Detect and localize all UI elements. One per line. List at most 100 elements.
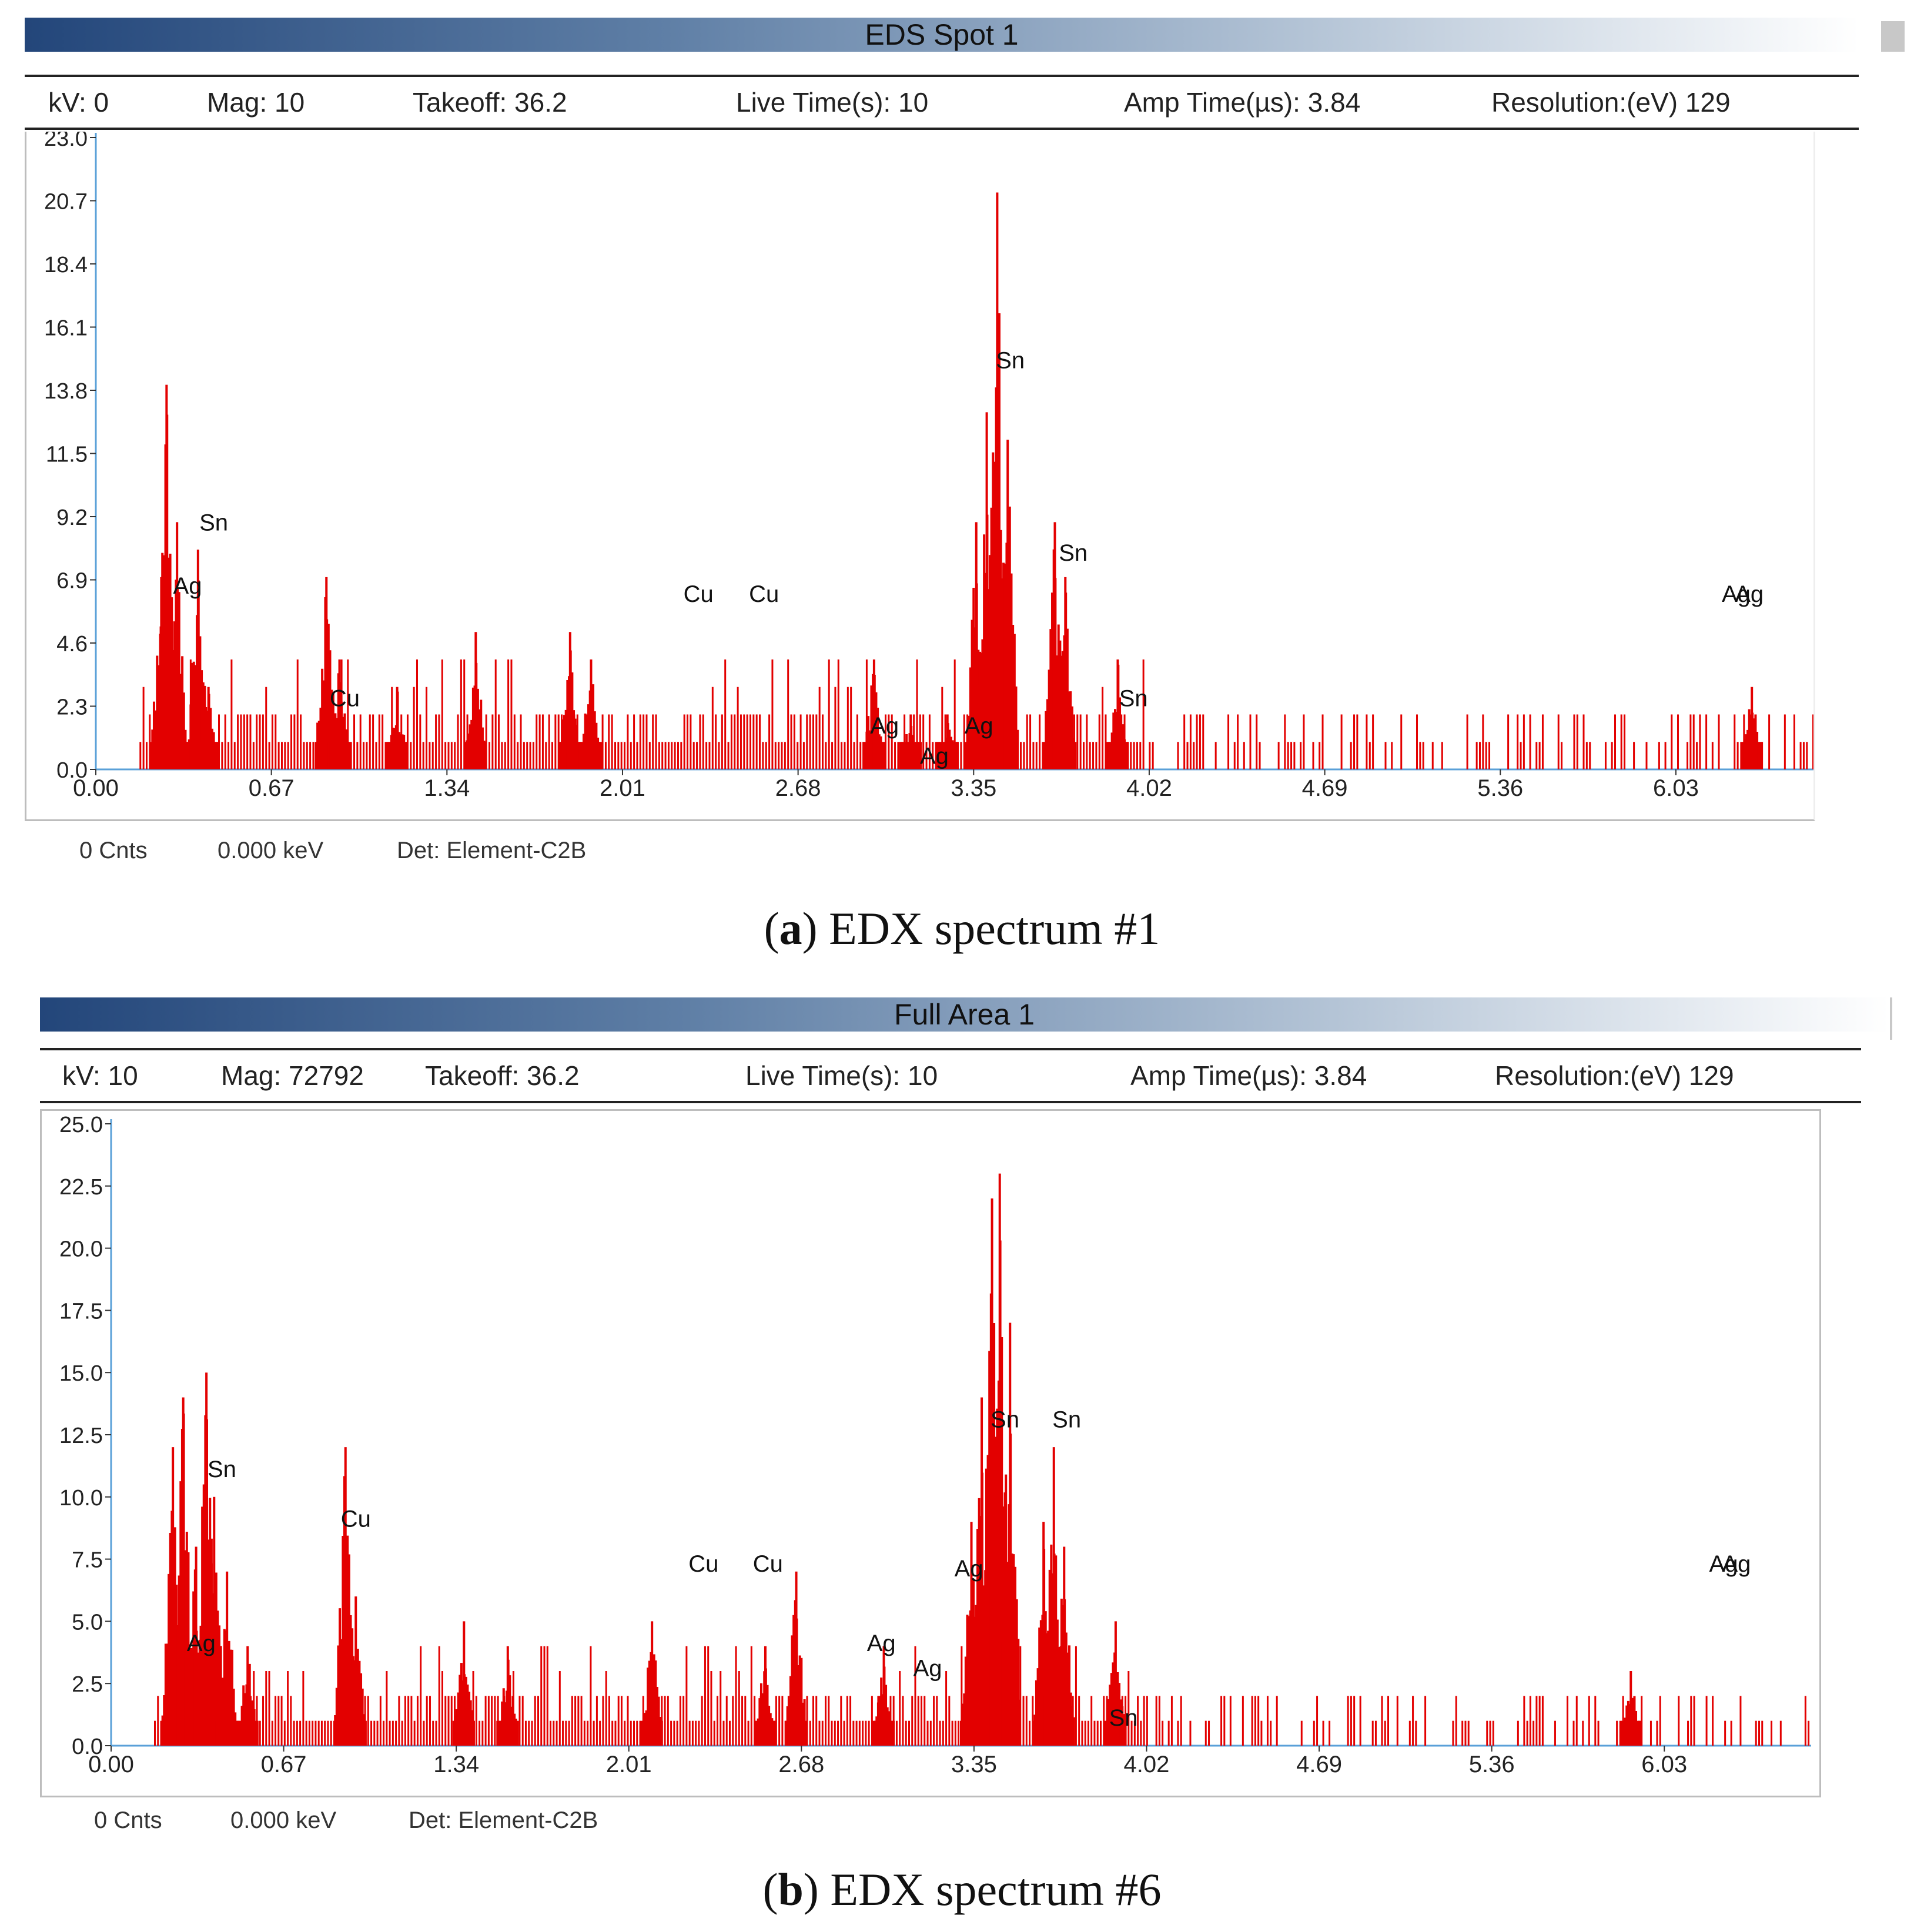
panel-a-spectrum-chart[interactable]: 0.0 2.3 4.6 6.9 9.2 11.5 13.8 16.1 18.4 20.7 23.0 0…	[26, 132, 1813, 819]
panel-b-mag: Mag: 72792	[221, 1060, 364, 1091]
panel-b-peak	[998, 1322, 1021, 1746]
panel-b-peak	[754, 1646, 777, 1746]
panel-a-peak	[996, 440, 1019, 769]
panel-b-element-label: Cu	[341, 1506, 371, 1532]
panel-b-x-tick-label: 2.68	[778, 1752, 824, 1777]
panel-a-element-label: Ag	[1722, 581, 1751, 607]
panel-b-y-tick-label: 15.0	[59, 1361, 103, 1386]
panel-b-x-tick-label: 6.03	[1641, 1752, 1687, 1777]
panel-b-element-label: Ag	[914, 1656, 942, 1682]
panel-b-y-tick-label: 17.5	[59, 1299, 103, 1324]
panel-b-y-tick-label: 7.5	[72, 1548, 103, 1573]
panel-b-element-label: Cu	[688, 1551, 718, 1577]
panel-a-x-tick-label: 0.00	[73, 775, 119, 801]
panel-a-peak	[327, 659, 351, 769]
panel-a-peak	[196, 687, 220, 769]
panel-a-y-tick-label: 2.3	[56, 695, 88, 720]
panel-a-x-tick-label: 5.36	[1477, 775, 1523, 801]
panel-a-element-label: Ag	[965, 713, 993, 739]
panel-a-y-tick-label: 11.5	[46, 443, 88, 467]
panel-a-x-tick-label: 0.67	[249, 775, 295, 801]
panel-b-spectrum-chart[interactable]: 0.0 2.5 5.0 7.5 10.0 12.5 15.0 17.5 20.0 22.5 25.0…	[42, 1111, 1819, 1796]
panel-a-peak	[165, 522, 189, 769]
panel-a-y-tick-label: 16.1	[44, 316, 88, 341]
panel-a-x-tick-label: 4.02	[1126, 775, 1172, 801]
panel-a-element-label: Cu	[330, 686, 360, 712]
panel-a-infobar: kV: 0 Mag: 10 Takeoff: 36.2 Live Time(s)…	[25, 75, 1859, 130]
panel-a-counts: 0 Cnts	[79, 838, 148, 863]
panel-a-peak	[935, 714, 959, 769]
panel-b-peak	[1619, 1671, 1642, 1746]
panel-a-y-tick-label: 13.8	[44, 379, 88, 404]
panel-b-caption: (b) EDX spectrum #6	[762, 1864, 1162, 1915]
panel-a-takeoff: Takeoff: 36.2	[413, 87, 567, 118]
panel-a-plot-frame: 0.0 2.3 4.6 6.9 9.2 11.5 13.8 16.1 18.4 20.7 23.0 0…	[25, 132, 1815, 821]
panel-b-caption-letter: b	[778, 1864, 804, 1915]
panel-a-live-time: Live Time(s): 10	[736, 87, 929, 118]
panel-b-y-tick-label: 22.5	[59, 1175, 103, 1200]
panel-b-y-tick-label: 5.0	[72, 1610, 103, 1635]
panel-b-kv: kV: 10	[62, 1060, 138, 1091]
panel-a-peak	[186, 550, 209, 769]
panel-b-caption-text: EDX spectrum #6	[830, 1864, 1162, 1915]
panel-a-y-tick-label: 9.2	[56, 505, 88, 530]
panel-b-y-tick-label: 2.5	[72, 1672, 103, 1697]
panel-a-element-label: Cu	[684, 581, 714, 607]
panel-a-titlebar: EDS Spot 1	[25, 18, 1859, 52]
panel-a-x-tick-label: 6.03	[1653, 775, 1699, 801]
panel-a-element-label: Ag	[1735, 581, 1764, 607]
panel-a-title: EDS Spot 1	[865, 18, 1019, 51]
panel-a-y-tick-label: 0.0	[56, 758, 88, 783]
panel-b-x-tick-label: 2.01	[606, 1752, 652, 1777]
panel-b-peak	[215, 1571, 238, 1746]
panel-b-x-tick-label: 1.34	[433, 1752, 479, 1777]
panel-b-peak	[344, 1596, 367, 1746]
panel-a-peak	[579, 659, 603, 769]
panel-a-element-label: Ag	[920, 744, 949, 769]
panel-b-plot-frame: 0.0 2.5 5.0 7.5 10.0 12.5 15.0 17.5 20.0 22.5 25.0…	[40, 1109, 1821, 1797]
panel-a-mag: Mag: 10	[207, 87, 305, 118]
panel-a-y-tick-label: 20.7	[44, 190, 88, 215]
panel-b-detector: Det: Element-C2B	[409, 1807, 598, 1833]
panel-a-peak	[899, 714, 922, 769]
panel-a-peak	[314, 577, 338, 769]
panel-a-element-label: Ag	[173, 573, 202, 599]
panel-a-detector: Det: Element-C2B	[397, 838, 587, 863]
panel-b-scroll-marker[interactable]	[1890, 997, 1892, 1040]
panel-b-peak	[452, 1621, 475, 1746]
panel-a-peak	[385, 687, 409, 769]
panel-b-x-tick-label: 3.35	[951, 1752, 997, 1777]
panel-b-element-label: Sn	[208, 1456, 236, 1482]
panel-a-resolution: Resolution:(eV) 129	[1491, 87, 1731, 118]
panel-b-element-label: Ag	[187, 1630, 216, 1656]
panel-b-takeoff: Takeoff: 36.2	[425, 1060, 580, 1091]
panel-b-infobar: kV: 10 Mag: 72792 Takeoff: 36.2 Live Tim…	[40, 1048, 1861, 1103]
panel-b-titlebar: Full Area 1	[40, 997, 1889, 1032]
panel-b-x-tick-label: 4.02	[1124, 1752, 1170, 1777]
panel-b-x-tick-label: 5.36	[1469, 1752, 1515, 1777]
panel-b-peak	[872, 1646, 895, 1746]
panel-b-element-label: Cu	[753, 1551, 783, 1577]
panel-a-caption-letter: a	[779, 903, 802, 954]
panel-a-peak	[1740, 687, 1764, 769]
panel-b-peak	[236, 1646, 259, 1746]
panel-b-element-label: Sn	[1052, 1407, 1081, 1432]
panel-b-peak	[785, 1571, 808, 1746]
panel-a-kv: kV: 0	[48, 87, 109, 118]
panel-a-scroll-marker[interactable]	[1881, 21, 1905, 52]
panel-a-x-tick-label: 4.69	[1302, 775, 1348, 801]
panel-a-energy: 0.000 keV	[218, 838, 324, 863]
panel-a-x-tick-label: 2.68	[775, 775, 821, 801]
panel-b-y-tick-label: 10.0	[59, 1486, 103, 1511]
panel-a-peak	[149, 577, 173, 769]
panel-b-peak	[1042, 1447, 1065, 1746]
panel-b-element-label: Ag	[955, 1556, 983, 1582]
panel-a-y-tick-label: 4.6	[56, 632, 88, 657]
panel-b-element-label: Ag	[1709, 1551, 1738, 1577]
panel-b-peak	[496, 1646, 519, 1746]
panel-b-element-label: Sn	[991, 1407, 1019, 1432]
panel-a-element-label: Sn	[1119, 686, 1148, 712]
panel-b-y-tick-label: 0.0	[72, 1735, 103, 1759]
panel-a-peak	[558, 632, 581, 769]
panel-a-peak	[1106, 659, 1129, 769]
